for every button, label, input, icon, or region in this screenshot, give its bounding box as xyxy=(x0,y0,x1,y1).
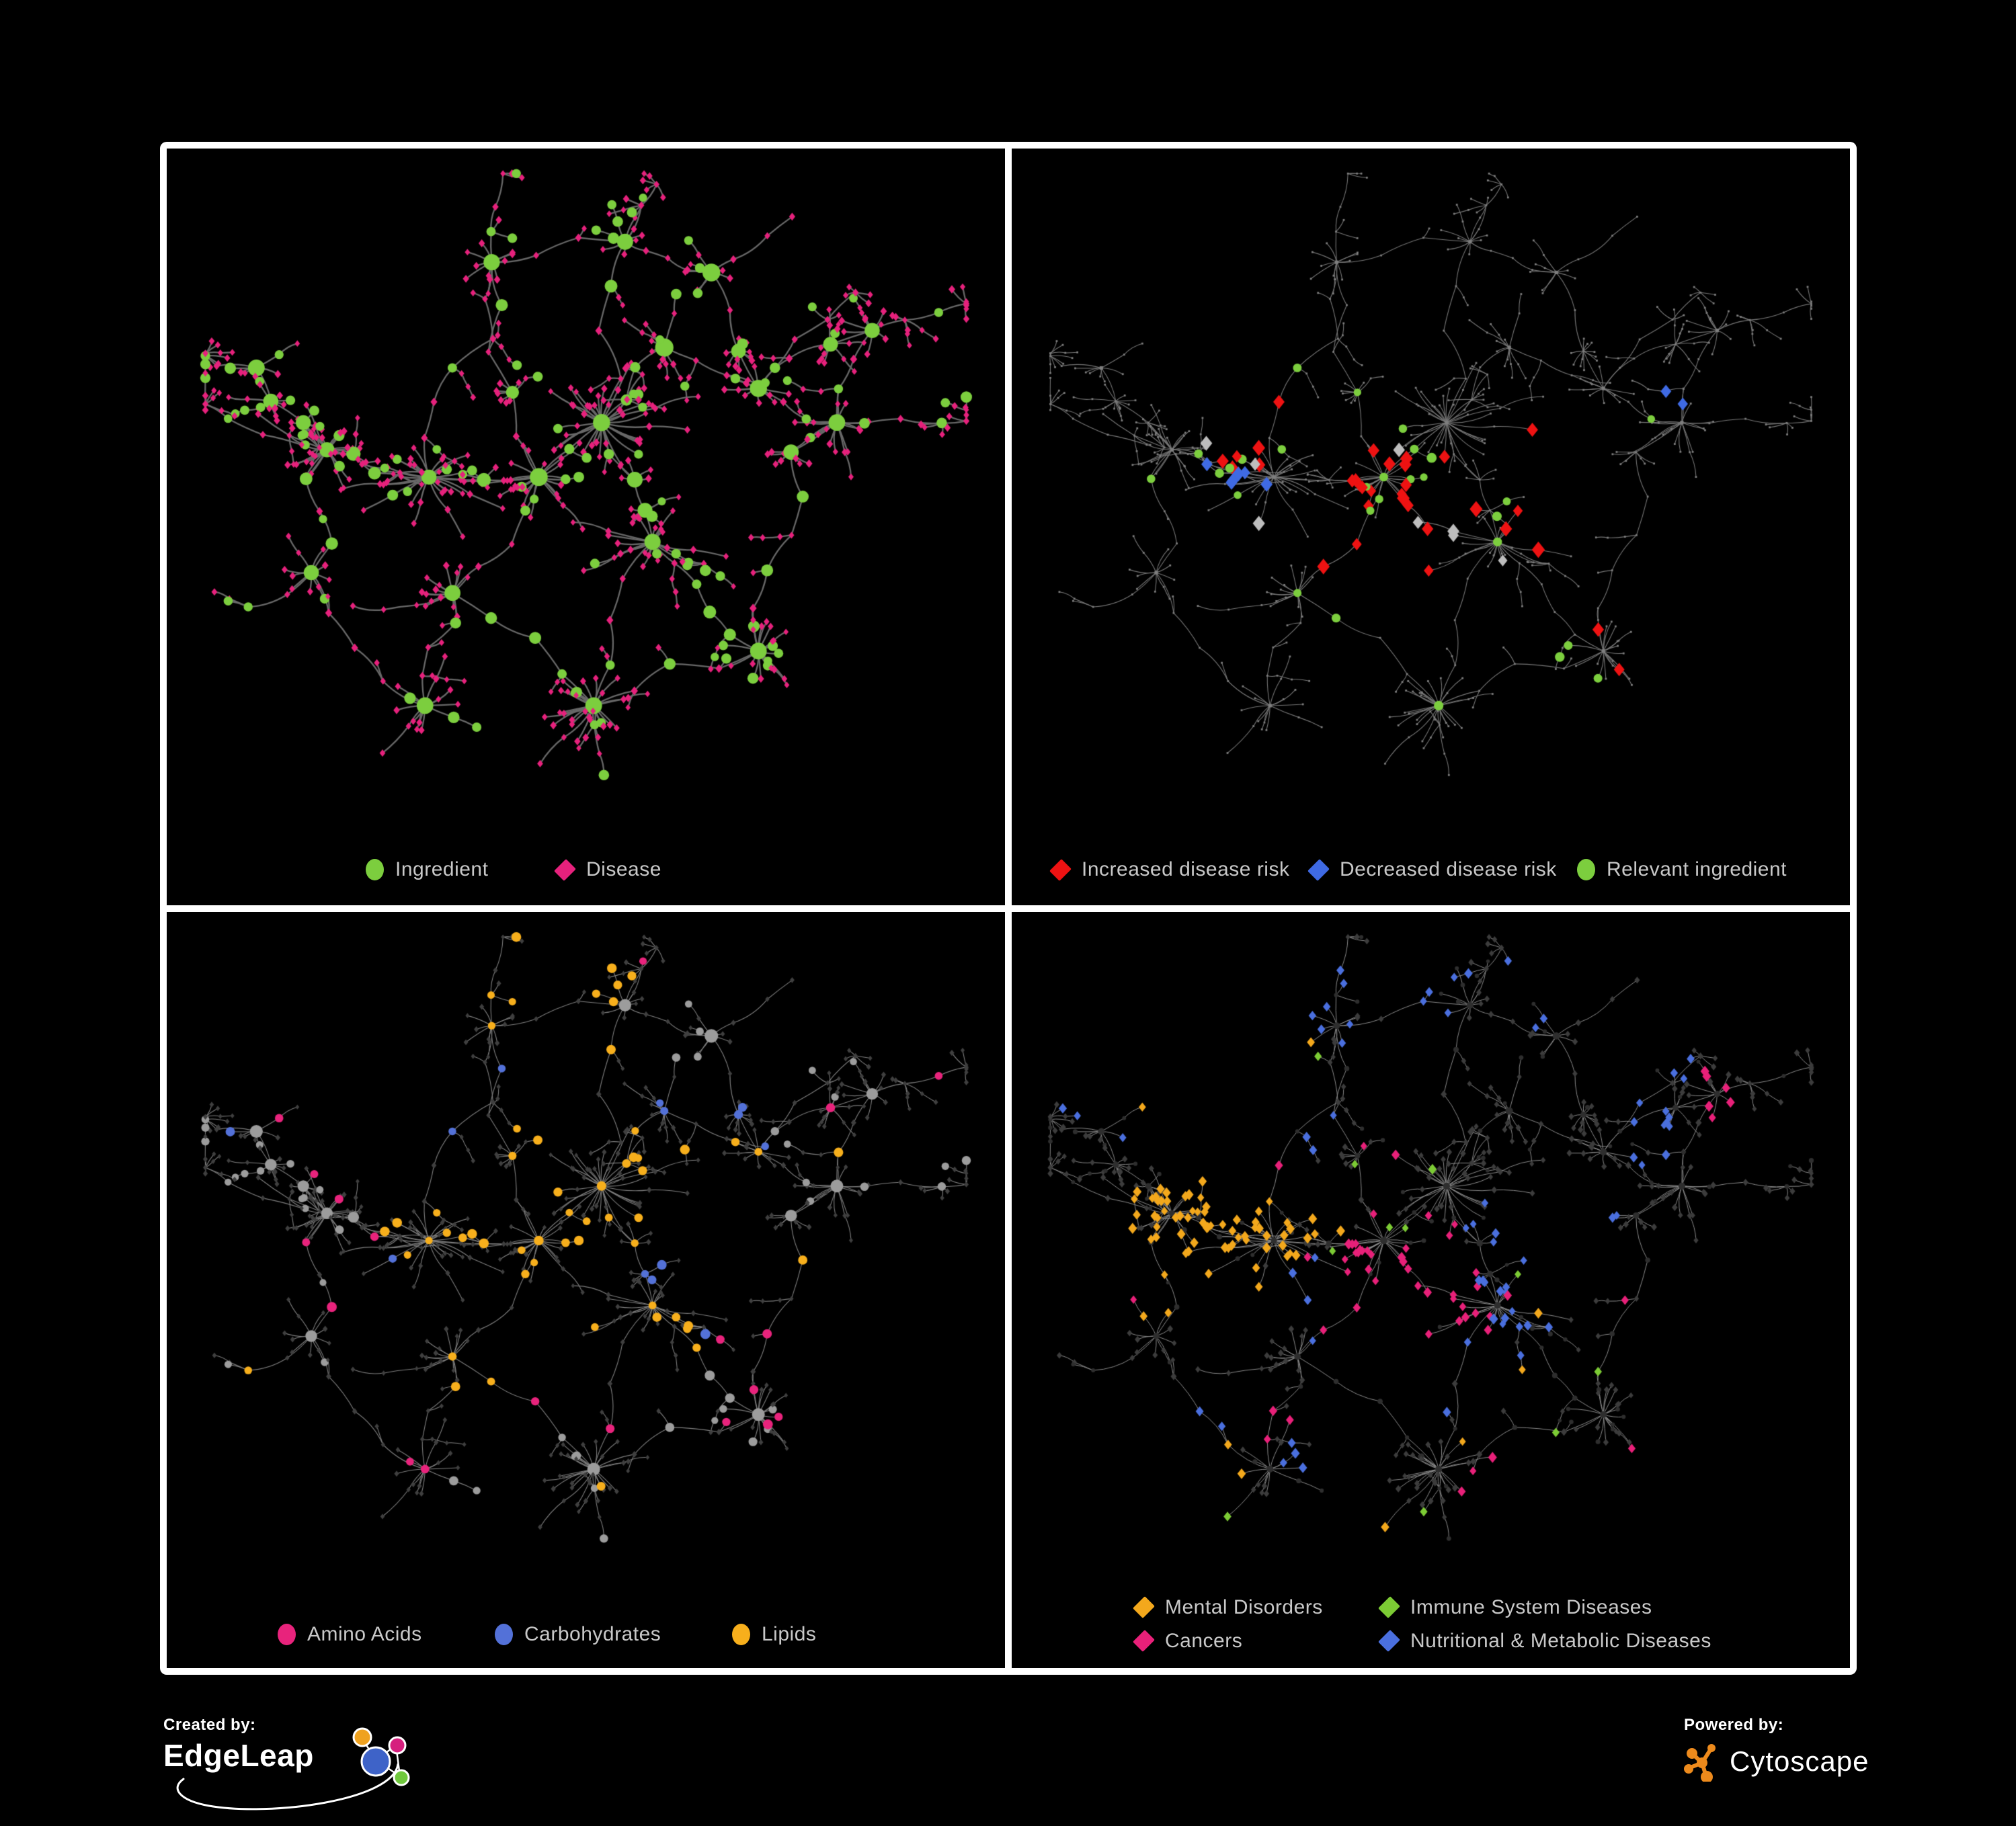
legend-label: Cancers xyxy=(1165,1629,1243,1652)
legend-item-immune-diseases: Immune System Diseases xyxy=(1378,1595,1652,1620)
cytoscape-wordmark: Cytoscape xyxy=(1730,1745,1869,1777)
immune-diseases-legend-icon xyxy=(1378,1596,1400,1618)
edgeleap-wordmark: EdgeLeap xyxy=(163,1738,314,1773)
legend-label: Nutritional & Metabolic Diseases xyxy=(1410,1629,1711,1652)
relevant-ingredient-legend-icon xyxy=(1577,859,1595,880)
legend-item-ingredient: Ingredient xyxy=(366,857,488,882)
legend-item-nutritional-metabolic: Nutritional & Metabolic Diseases xyxy=(1378,1628,1711,1654)
legend-item-mental-disorders: Mental Disorders xyxy=(1133,1595,1323,1620)
legend-item-amino-acids: Amino Acids xyxy=(278,1622,422,1647)
network-canvas-0 xyxy=(167,149,1005,905)
network-canvas-1 xyxy=(1012,149,1850,905)
legend-item-disease: Disease xyxy=(554,857,661,882)
legend-label: Relevant ingredient xyxy=(1607,858,1787,880)
legend-item-lipids: Lipids xyxy=(732,1622,816,1647)
powered-by-block: Powered by: Cytoscape xyxy=(1684,1716,1939,1782)
legend-item-decreased-risk: Decreased disease risk xyxy=(1307,857,1557,882)
legend-label: Increased disease risk xyxy=(1082,858,1290,880)
created-by-block: Created by: EdgeLeap xyxy=(163,1716,446,1811)
disease-legend-icon xyxy=(554,858,576,881)
legend-item-relevant-ingredient: Relevant ingredient xyxy=(1577,857,1787,882)
powered-by-label: Powered by: xyxy=(1684,1716,1784,1734)
network-canvas-3 xyxy=(1012,911,1850,1668)
legend-label: Lipids xyxy=(762,1622,817,1645)
amino-acids-legend-icon xyxy=(278,1623,296,1645)
cytoscape-logo-icon xyxy=(1684,1744,1716,1782)
carbohydrates-legend-icon xyxy=(495,1623,513,1645)
legend-item-increased-risk: Increased disease risk xyxy=(1049,857,1290,882)
nutritional-metabolic-legend-icon xyxy=(1378,1630,1400,1652)
panel-disease-risk: Increased disease risk Decreased disease… xyxy=(1012,149,1850,905)
network-canvas-2 xyxy=(167,911,1005,1668)
panel-nutrient-class: Amino Acids Carbohydrates Lipids xyxy=(167,911,1005,1668)
panel-grid-frame: Ingredient Disease Increased disease ris… xyxy=(160,142,1857,1675)
panel-ingredient-disease: Ingredient Disease xyxy=(167,149,1005,905)
legend-label: Immune System Diseases xyxy=(1410,1595,1652,1618)
legend-item-cancers: Cancers xyxy=(1133,1628,1243,1654)
increased-risk-legend-icon xyxy=(1049,858,1072,881)
cancers-legend-icon xyxy=(1133,1630,1155,1652)
created-by-label: Created by: xyxy=(163,1716,256,1734)
legend-label: Mental Disorders xyxy=(1165,1595,1323,1618)
legend-label: Carbohydrates xyxy=(524,1622,661,1645)
legend-item-carbohydrates: Carbohydrates xyxy=(495,1622,661,1647)
ingredient-legend-icon xyxy=(366,859,384,880)
legend-label: Decreased disease risk xyxy=(1340,858,1557,880)
legend-label: Amino Acids xyxy=(307,1622,422,1645)
legend-label: Disease xyxy=(586,858,661,880)
panel-disease-category: Mental Disorders Immune System Diseases … xyxy=(1012,911,1850,1668)
legend-label: Ingredient xyxy=(395,858,489,880)
decreased-risk-legend-icon xyxy=(1307,858,1330,881)
lipids-legend-icon xyxy=(732,1623,750,1645)
mental-disorders-legend-icon xyxy=(1133,1596,1155,1618)
